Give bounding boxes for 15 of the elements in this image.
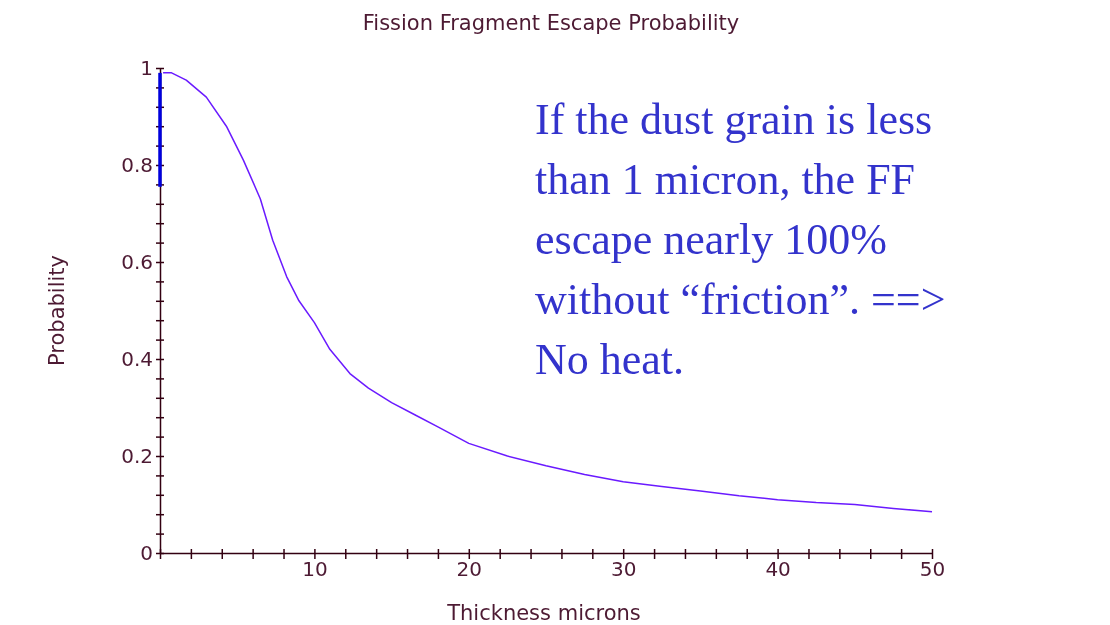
- x-tick-label: 40: [765, 557, 791, 582]
- x-tick-label: 30: [610, 557, 637, 582]
- x-tick-label: 10: [302, 557, 328, 582]
- y-tick-label: 0.8: [121, 152, 153, 177]
- x-tick-label: 20: [456, 557, 483, 582]
- annotation: If the dust grain is less than 1 micron, the FF escape nearly 100% without “friction”. ==> No heat.: [535, 94, 947, 386]
- x-axis-title: Thickness microns: [446, 601, 641, 625]
- y-tick-label: 1: [140, 55, 153, 80]
- y-tick-label: 0.2: [121, 443, 153, 468]
- y-tick-label: 0.6: [121, 249, 153, 274]
- y-axis-title: Probability: [45, 254, 69, 367]
- y-tick-label: 0.4: [121, 346, 153, 371]
- y-tick-label: 0: [140, 540, 153, 565]
- chart-title: Fission Fragment Escape Probability: [362, 11, 740, 35]
- x-tick-label: 50: [919, 557, 946, 582]
